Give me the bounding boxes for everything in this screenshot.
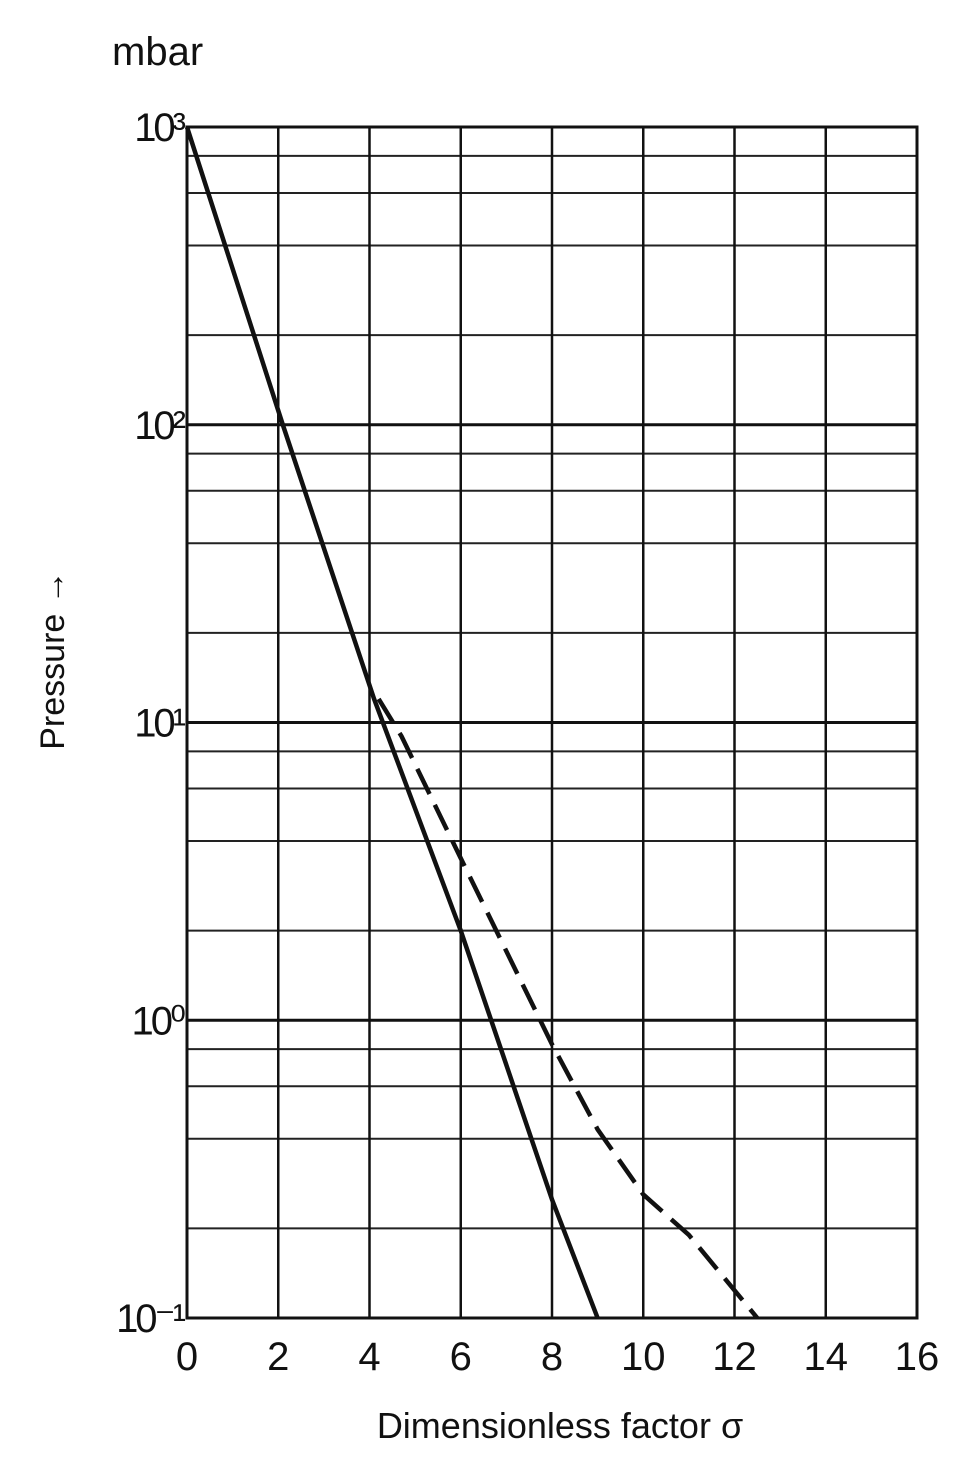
y-tick-label: 10⁻¹ [116,1297,186,1341]
y-axis-label: Pressure → [34,570,72,750]
series-line [376,697,760,1320]
y-tick-label: 10² [134,404,185,448]
x-tick-label: 0 [176,1335,198,1379]
x-tick-label: 6 [450,1335,472,1379]
x-tick-label: 2 [267,1335,289,1379]
y-tick-label: 10³ [134,106,185,150]
x-tick-label: 8 [541,1335,563,1379]
x-tick-label: 16 [895,1335,940,1379]
x-tick-label: 4 [358,1335,380,1379]
x-tick-label: 10 [621,1335,666,1379]
series-line [184,126,600,1319]
unit-label: mbar [112,30,203,74]
x-tick-label: 12 [712,1335,757,1379]
x-axis-label: Dimensionless factor σ [377,1405,743,1446]
x-tick-label: 14 [804,1335,849,1379]
y-tick-label: 10¹ [134,702,185,746]
plot-frame [185,125,919,1320]
y-tick-label: 10⁰ [131,999,184,1043]
